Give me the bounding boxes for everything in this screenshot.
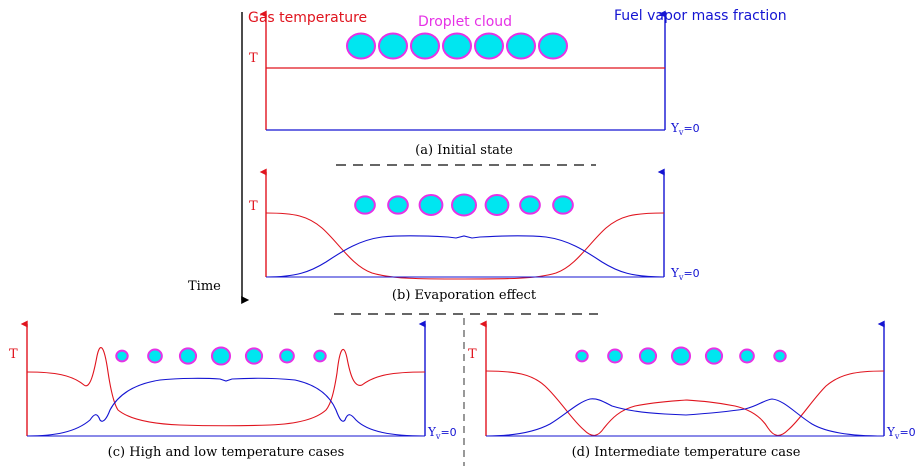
panel-d-droplets [575,346,787,366]
droplet [670,346,692,366]
panel-c-vapor-curve [26,377,426,437]
droplet [575,349,589,363]
panel-a: Gas temperature Droplet cloud Fuel vapor… [248,8,787,158]
panel-b-caption: (b) Evaporation effect [392,288,537,303]
droplet [506,32,536,60]
panel-d-vapor-curve [485,398,885,437]
droplet [704,347,724,365]
droplet [346,32,376,60]
droplet [279,348,295,364]
droplet [115,349,129,363]
droplet [451,193,477,217]
panel-c-droplets [115,346,327,366]
droplet [178,347,198,365]
time-label: Time [188,279,221,294]
panel-a-T-label: T [249,51,258,66]
panel-c-caption: (c) High and low temperature cases [108,445,345,460]
droplet [638,347,658,365]
droplet [210,346,232,366]
panel-d-caption: (d) Intermediate temperature case [572,445,801,460]
droplet [244,347,264,365]
droplet [474,32,504,60]
panel-a-yv-label: Yv=0 [670,121,700,137]
panel-b-vapor-curve [265,235,665,278]
droplet [552,195,574,215]
droplet [147,348,163,364]
panel-d: T Yv=0 (d) Intermediate temperature case [468,320,916,460]
panel-d-T-label: T [468,347,477,362]
panel-b-yv-label: Yv=0 [670,266,700,282]
droplet [484,194,510,216]
panel-b-temperature-curve [265,212,665,280]
panel-a-caption: (a) Initial state [415,143,513,158]
panel-c-T-label: T [9,347,18,362]
panel-d-temperature-curve [485,370,885,436]
panel-c-yv-label: Yv=0 [427,425,457,441]
panel-c-temperature-curve [26,346,426,427]
gas-temperature-label: Gas temperature [248,10,367,26]
droplet [442,32,472,60]
droplet [354,195,376,215]
droplet [378,32,408,60]
droplet [519,195,541,215]
panel-d-yv-label: Yv=0 [886,425,916,441]
droplet [410,32,440,60]
panel-a-droplets [346,32,568,60]
panel-c: T Yv=0 (c) High and low temperature case… [9,320,457,460]
droplet [418,194,444,216]
droplet [313,349,327,363]
fuel-vapor-label: Fuel vapor mass fraction [614,8,787,24]
droplet-cloud-label: Droplet cloud [418,14,512,30]
panel-b: T Yv=0 (b) Evaporation effect [249,168,700,303]
panel-b-T-label: T [249,199,258,214]
droplet [607,348,623,364]
droplet [739,348,755,364]
panel-b-droplets [354,193,574,217]
droplet [387,195,409,215]
droplet [773,349,787,363]
droplet [538,32,568,60]
